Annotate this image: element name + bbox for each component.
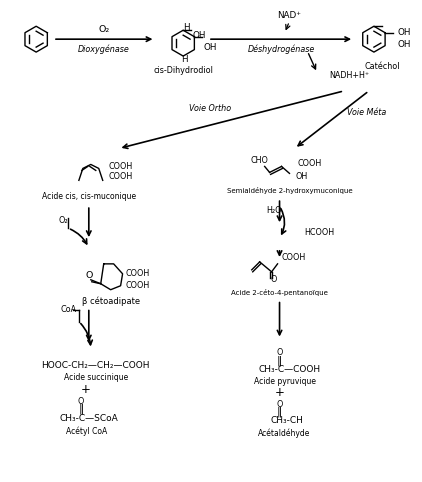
Text: CoA: CoA [61,305,77,314]
Text: Semialdéhyde 2-hydroxymuconique: Semialdéhyde 2-hydroxymuconique [227,187,352,194]
Text: CH₃-C—SCoA: CH₃-C—SCoA [60,415,118,424]
Text: HOOC-CH₂—CH₂—COOH: HOOC-CH₂—CH₂—COOH [41,361,150,370]
Text: OH: OH [398,27,411,37]
Text: O: O [276,400,283,409]
Text: COOH: COOH [126,281,150,290]
Text: OH: OH [398,40,411,49]
Text: COOH: COOH [298,159,322,168]
Text: H: H [181,54,187,64]
Text: O: O [276,348,283,357]
Text: NAD⁺: NAD⁺ [278,11,301,20]
Text: O₂: O₂ [98,25,109,34]
Text: O: O [78,397,84,405]
Text: Acide succinique: Acide succinique [64,373,128,382]
Text: COOH: COOH [126,269,150,278]
Text: +: + [275,386,284,399]
Text: Catéchol: Catéchol [364,62,400,70]
Text: CHO: CHO [251,156,269,165]
Text: COOH: COOH [109,172,133,181]
Text: OH: OH [295,172,308,181]
Text: OH: OH [192,31,206,40]
Text: Voie Ortho: Voie Ortho [189,104,231,113]
Text: Acide 2-céto-4-pentanoïque: Acide 2-céto-4-pentanoïque [231,289,328,296]
Text: COOH: COOH [109,162,133,171]
Text: CH₃-CH: CH₃-CH [270,416,303,426]
Text: OH: OH [203,42,217,52]
Text: Dioxygénase: Dioxygénase [78,44,130,54]
Text: H₂O: H₂O [267,206,282,214]
Text: β cétoadipate: β cétoadipate [81,297,140,307]
Text: ‖: ‖ [78,404,84,414]
Text: CH₃-C—COOH: CH₃-C—COOH [258,365,321,374]
Text: HCOOH: HCOOH [304,228,335,237]
Text: Acide cis, cis-muconique: Acide cis, cis-muconique [42,192,136,201]
Text: NADH+H⁺: NADH+H⁺ [329,71,369,80]
Text: O₂: O₂ [58,215,68,225]
Text: ‖: ‖ [277,355,282,365]
Text: O: O [85,271,92,281]
Text: Acétyl CoA: Acétyl CoA [66,426,108,436]
Text: cis-Dihydrodiol: cis-Dihydrodiol [153,67,213,76]
Text: ‖: ‖ [277,407,282,417]
Text: Déshydrogénase: Déshydrogénase [248,44,315,54]
Text: Voie Méta: Voie Méta [347,108,387,117]
Text: Acétaldéhyde: Acétaldéhyde [258,428,311,438]
Text: +: + [81,383,91,396]
Text: COOH: COOH [281,254,306,262]
Text: Acide pyruvique: Acide pyruvique [254,377,316,386]
Text: H: H [183,23,189,32]
Text: O: O [271,275,277,284]
